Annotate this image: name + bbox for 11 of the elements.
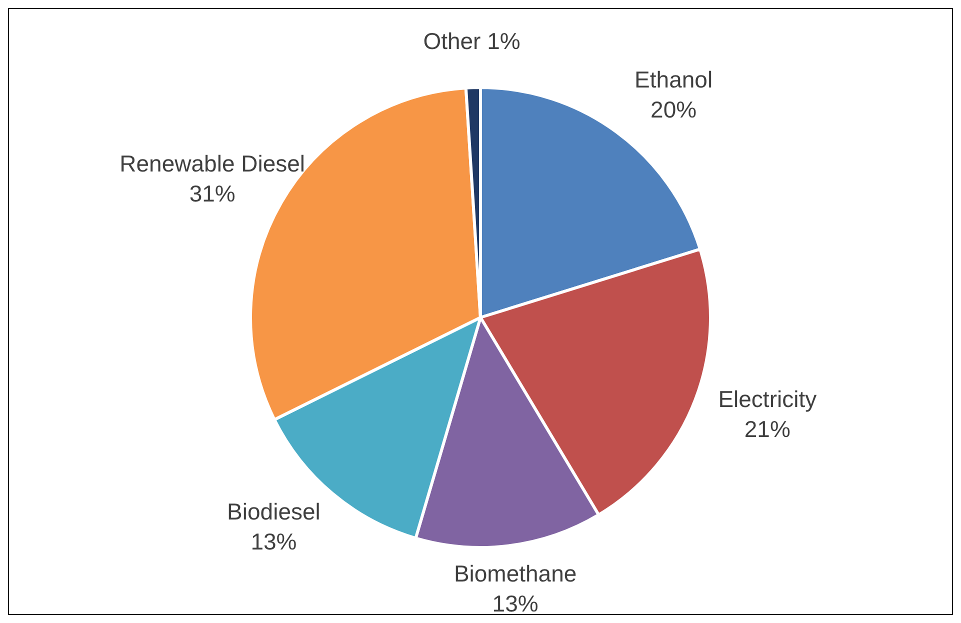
data-label: 13% xyxy=(250,528,297,555)
slice-label: Other 1% xyxy=(423,28,520,54)
data-label: 21% xyxy=(744,416,790,442)
data-label: 31% xyxy=(189,180,236,206)
slice-label: Ethanol xyxy=(634,66,713,92)
slice-label: Renewable Diesel xyxy=(120,150,306,176)
data-label: 20% xyxy=(650,96,697,122)
data-label: 13% xyxy=(492,590,538,617)
slice-label: Electricity xyxy=(718,386,818,412)
slice-label: Biomethane xyxy=(454,560,577,587)
slice-label: Biodiesel xyxy=(227,498,320,525)
